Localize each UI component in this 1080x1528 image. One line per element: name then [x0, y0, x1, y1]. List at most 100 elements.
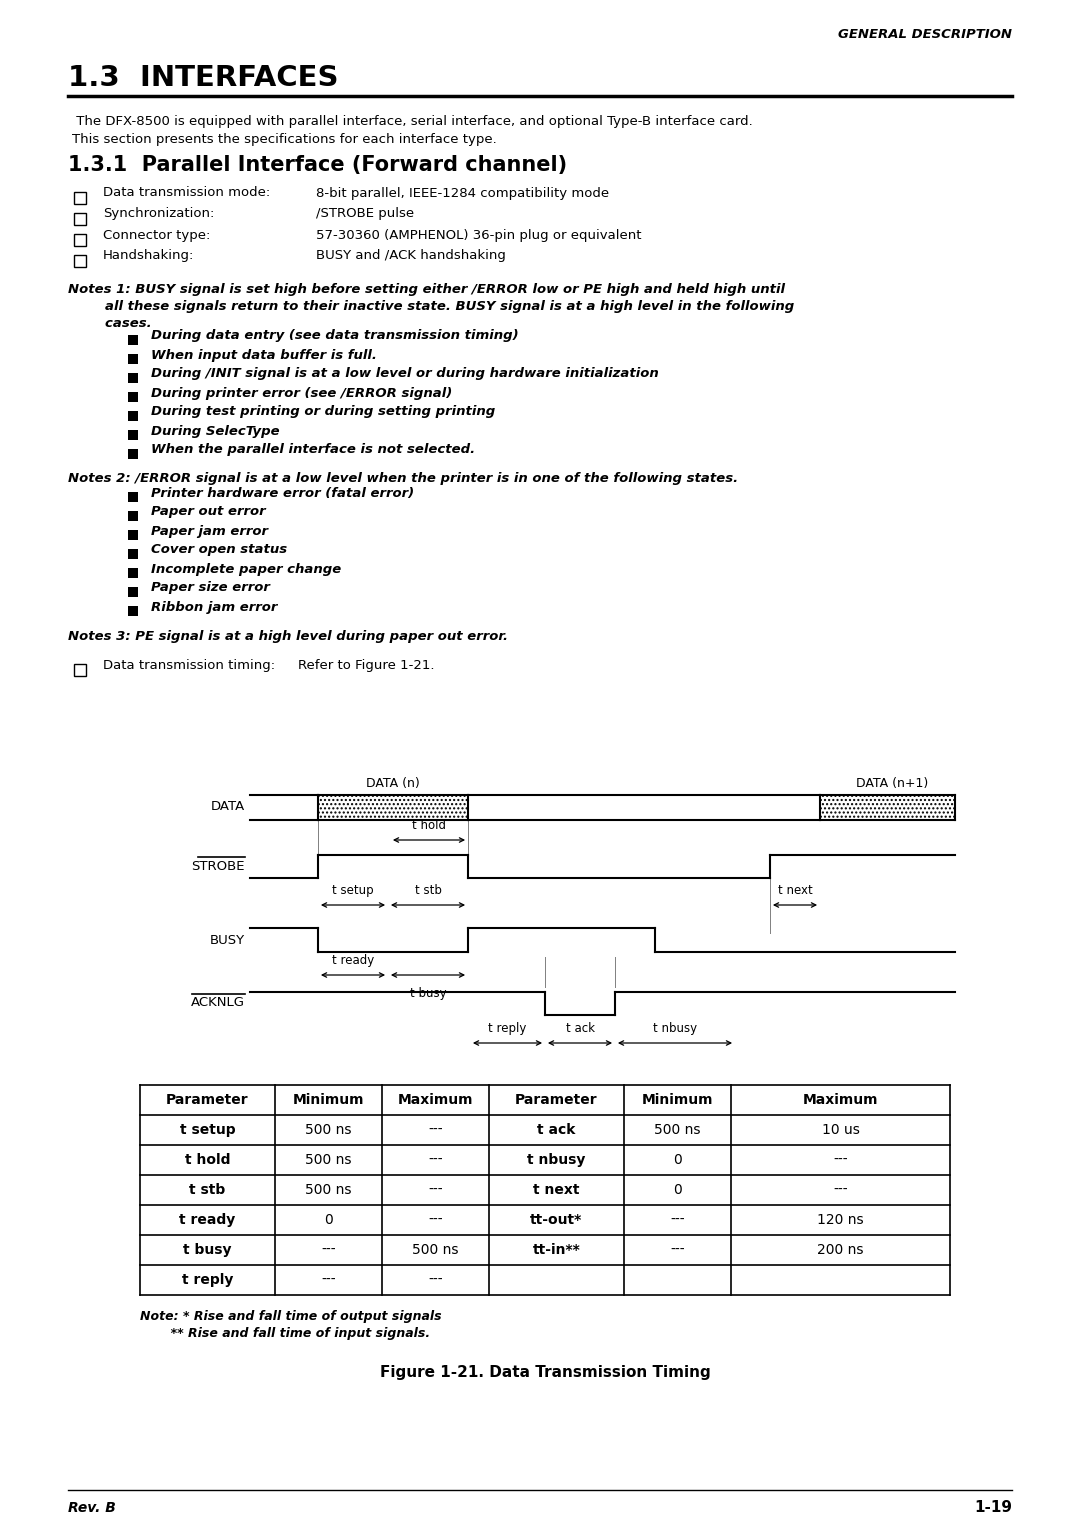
Text: 200 ns: 200 ns: [818, 1242, 864, 1258]
Text: ---: ---: [671, 1242, 685, 1258]
Text: 0: 0: [673, 1183, 681, 1196]
Text: t next: t next: [534, 1183, 580, 1196]
Text: Figure 1-21. Data Transmission Timing: Figure 1-21. Data Transmission Timing: [380, 1365, 711, 1380]
Text: Printer hardware error (fatal error): Printer hardware error (fatal error): [151, 486, 414, 500]
Text: Connector type:: Connector type:: [103, 229, 211, 241]
Text: t nbusy: t nbusy: [527, 1154, 585, 1167]
Text: ---: ---: [428, 1183, 443, 1196]
Text: t reply: t reply: [181, 1273, 233, 1287]
Text: DATA (n): DATA (n): [366, 776, 420, 790]
Bar: [820, 795, 955, 821]
Text: Cover open status: Cover open status: [151, 544, 287, 556]
Text: Handshaking:: Handshaking:: [103, 249, 194, 263]
Bar: [129, 335, 138, 345]
Text: ---: ---: [428, 1273, 443, 1287]
Text: Paper out error: Paper out error: [151, 506, 266, 518]
Text: t setup: t setup: [333, 885, 374, 897]
Text: Notes 3: PE signal is at a high level during paper out error.: Notes 3: PE signal is at a high level du…: [68, 630, 508, 643]
Text: Rev. B: Rev. B: [68, 1500, 116, 1514]
Text: t next: t next: [778, 885, 812, 897]
Text: 57-30360 (AMPHENOL) 36-pin plug or equivalent: 57-30360 (AMPHENOL) 36-pin plug or equiv…: [316, 229, 642, 241]
Text: During test printing or during setting printing: During test printing or during setting p…: [151, 405, 496, 419]
Text: Note: * Rise and fall time of output signals: Note: * Rise and fall time of output sig…: [140, 1309, 442, 1323]
Text: all these signals return to their inactive state. BUSY signal is at a high level: all these signals return to their inacti…: [68, 299, 794, 313]
Text: t hold: t hold: [411, 819, 446, 833]
Text: DATA (n+1): DATA (n+1): [855, 776, 928, 790]
Text: 1.3  INTERFACES: 1.3 INTERFACES: [68, 64, 338, 92]
Text: Minimum: Minimum: [642, 1093, 713, 1106]
Text: t ack: t ack: [538, 1123, 576, 1137]
Text: Parameter: Parameter: [515, 1093, 598, 1106]
Text: tt-out*: tt-out*: [530, 1213, 582, 1227]
Bar: [129, 429, 138, 440]
Bar: [129, 411, 138, 422]
Bar: [75, 255, 86, 267]
Text: t stb: t stb: [189, 1183, 226, 1196]
Bar: [129, 492, 138, 503]
Text: STROBE: STROBE: [191, 859, 245, 872]
Text: During data entry (see data transmission timing): During data entry (see data transmission…: [151, 330, 518, 342]
Text: 1-19: 1-19: [974, 1500, 1012, 1516]
Bar: [129, 393, 138, 402]
Bar: [129, 354, 138, 364]
Text: DATA: DATA: [211, 801, 245, 813]
Text: Data transmission timing:: Data transmission timing:: [103, 659, 275, 671]
Text: 8-bit parallel, IEEE-1284 compatibility mode: 8-bit parallel, IEEE-1284 compatibility …: [316, 186, 609, 200]
Text: t nbusy: t nbusy: [653, 1022, 697, 1034]
Text: Data transmission mode:: Data transmission mode:: [103, 186, 270, 200]
Text: t reply: t reply: [488, 1022, 527, 1034]
Text: ---: ---: [321, 1273, 336, 1287]
Text: cases.: cases.: [68, 316, 151, 330]
Text: t busy: t busy: [409, 987, 446, 999]
Text: ---: ---: [321, 1242, 336, 1258]
Text: Maximum: Maximum: [802, 1093, 878, 1106]
Text: t ready: t ready: [179, 1213, 235, 1227]
Text: 0: 0: [673, 1154, 681, 1167]
Text: t stb: t stb: [415, 885, 442, 897]
Text: During /INIT signal is at a low level or during hardware initialization: During /INIT signal is at a low level or…: [151, 368, 659, 380]
Bar: [129, 587, 138, 597]
Bar: [75, 234, 86, 246]
Text: Refer to Figure 1-21.: Refer to Figure 1-21.: [298, 659, 434, 671]
Text: 0: 0: [324, 1213, 333, 1227]
Text: Maximum: Maximum: [397, 1093, 473, 1106]
Text: Parameter: Parameter: [166, 1093, 248, 1106]
Text: When the parallel interface is not selected.: When the parallel interface is not selec…: [151, 443, 475, 457]
Bar: [75, 212, 86, 225]
Text: When input data buffer is full.: When input data buffer is full.: [151, 348, 377, 362]
Text: Notes 1: BUSY signal is set high before setting either /ERROR low or PE high and: Notes 1: BUSY signal is set high before …: [68, 283, 785, 296]
Text: BUSY and /ACK handshaking: BUSY and /ACK handshaking: [316, 249, 505, 263]
Text: ---: ---: [833, 1154, 848, 1167]
Bar: [129, 530, 138, 539]
Text: Incomplete paper change: Incomplete paper change: [151, 562, 341, 576]
Text: Ribbon jam error: Ribbon jam error: [151, 601, 278, 614]
Text: 500 ns: 500 ns: [306, 1183, 352, 1196]
Text: t ack: t ack: [566, 1022, 594, 1034]
Text: t ready: t ready: [332, 953, 374, 967]
Bar: [129, 549, 138, 559]
Bar: [129, 607, 138, 616]
Bar: [129, 373, 138, 384]
Text: GENERAL DESCRIPTION: GENERAL DESCRIPTION: [838, 29, 1012, 41]
Text: Minimum: Minimum: [293, 1093, 364, 1106]
Text: ---: ---: [428, 1213, 443, 1227]
Text: t setup: t setup: [179, 1123, 235, 1137]
Bar: [129, 449, 138, 458]
Text: ACKNLG: ACKNLG: [191, 996, 245, 1010]
Text: BUSY: BUSY: [210, 934, 245, 946]
Text: tt-in**: tt-in**: [532, 1242, 580, 1258]
Text: 500 ns: 500 ns: [306, 1154, 352, 1167]
Bar: [75, 665, 86, 675]
Text: ---: ---: [428, 1123, 443, 1137]
Text: 500 ns: 500 ns: [654, 1123, 701, 1137]
Text: Paper size error: Paper size error: [151, 582, 270, 594]
Text: Synchronization:: Synchronization:: [103, 208, 214, 220]
Text: ---: ---: [671, 1213, 685, 1227]
Bar: [318, 795, 468, 821]
Bar: [75, 193, 86, 205]
Text: The DFX-8500 is equipped with parallel interface, serial interface, and optional: The DFX-8500 is equipped with parallel i…: [72, 115, 753, 128]
Text: t hold: t hold: [185, 1154, 230, 1167]
Text: 120 ns: 120 ns: [818, 1213, 864, 1227]
Text: ---: ---: [833, 1183, 848, 1196]
Text: During SelecType: During SelecType: [151, 425, 280, 437]
